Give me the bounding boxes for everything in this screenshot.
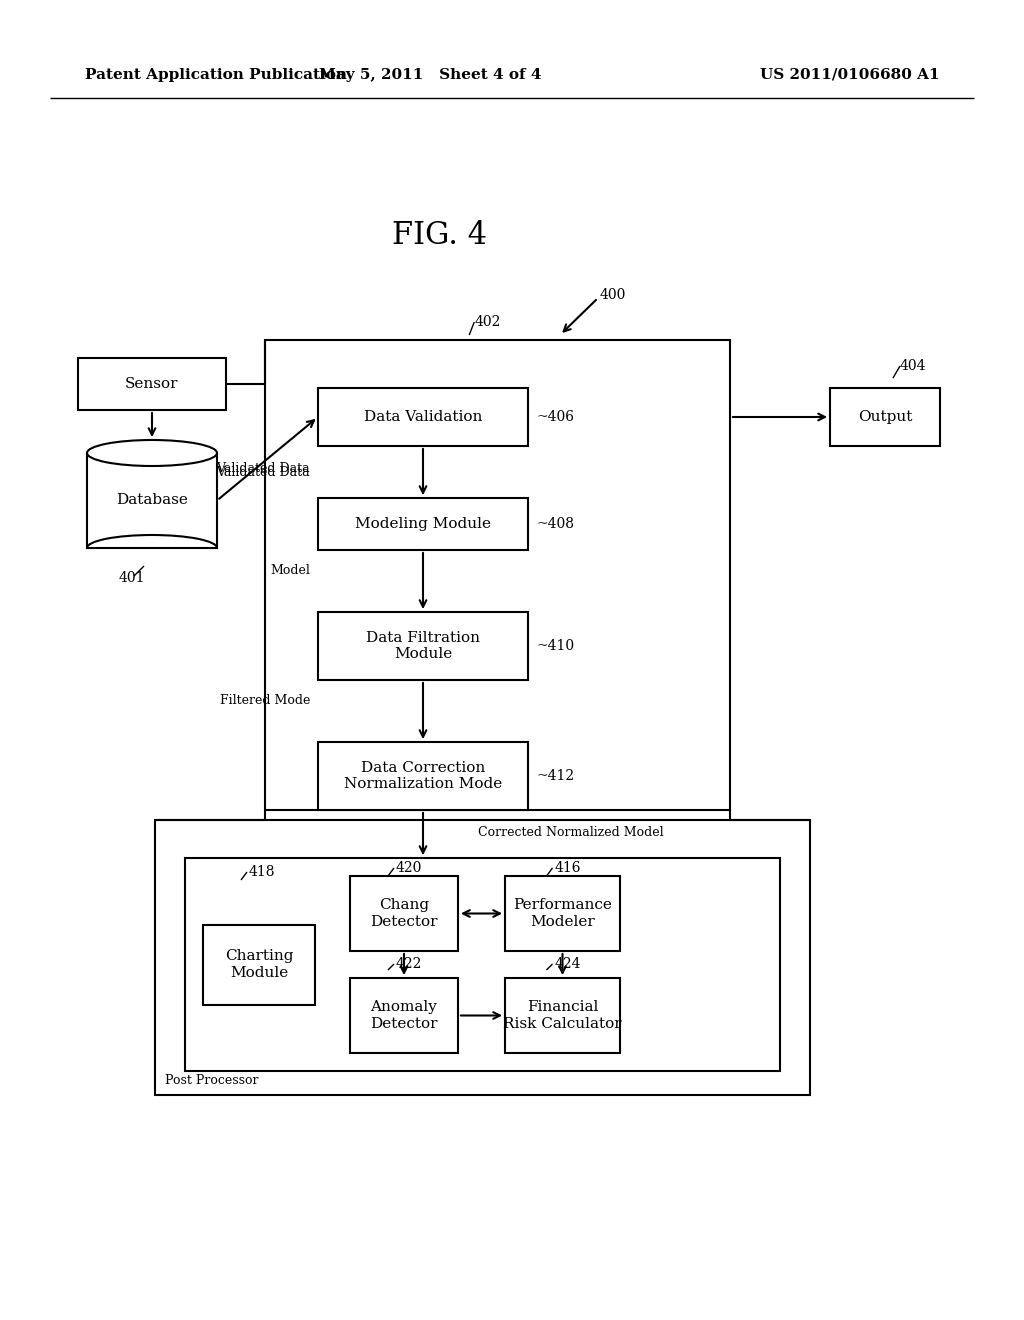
Bar bbox=[318, 742, 528, 810]
Text: Model: Model bbox=[270, 564, 310, 577]
Bar bbox=[350, 876, 458, 950]
Text: Sensor: Sensor bbox=[125, 378, 179, 391]
Text: Data Correction
Normalization Mode: Data Correction Normalization Mode bbox=[344, 760, 502, 791]
Text: 404: 404 bbox=[900, 359, 927, 374]
Bar bbox=[155, 820, 810, 1096]
Text: Financial
Risk Calculator: Financial Risk Calculator bbox=[503, 1001, 622, 1031]
Bar bbox=[505, 978, 620, 1053]
Text: 416: 416 bbox=[555, 861, 581, 875]
Bar bbox=[318, 612, 528, 680]
Text: Database: Database bbox=[116, 494, 188, 507]
Text: Output: Output bbox=[858, 411, 912, 424]
Text: ~410: ~410 bbox=[536, 639, 574, 653]
Bar bbox=[350, 978, 458, 1053]
Text: Data Filtration
Module: Data Filtration Module bbox=[366, 631, 480, 661]
Text: Validated Data: Validated Data bbox=[216, 462, 310, 474]
Text: 420: 420 bbox=[396, 861, 422, 875]
Text: Performance
Modeler: Performance Modeler bbox=[513, 899, 612, 928]
Text: 418: 418 bbox=[249, 865, 275, 879]
Text: Anomaly
Detector: Anomaly Detector bbox=[371, 1001, 437, 1031]
Text: Modeling Module: Modeling Module bbox=[355, 517, 490, 531]
Text: Filtered Mode: Filtered Mode bbox=[219, 693, 310, 706]
Text: ~406: ~406 bbox=[536, 411, 574, 424]
Bar bbox=[78, 358, 226, 411]
Bar bbox=[185, 858, 780, 1071]
Bar bbox=[265, 341, 730, 810]
Bar bbox=[505, 876, 620, 950]
Bar bbox=[87, 453, 217, 548]
Text: ~408: ~408 bbox=[536, 517, 574, 531]
Text: Validated Data: Validated Data bbox=[216, 466, 310, 479]
Text: Post Processor: Post Processor bbox=[165, 1074, 258, 1088]
Ellipse shape bbox=[87, 440, 217, 466]
Text: ~412: ~412 bbox=[536, 770, 574, 783]
Text: May 5, 2011   Sheet 4 of 4: May 5, 2011 Sheet 4 of 4 bbox=[318, 69, 542, 82]
Text: Charting
Module: Charting Module bbox=[224, 949, 293, 979]
Text: US 2011/0106680 A1: US 2011/0106680 A1 bbox=[761, 69, 940, 82]
Bar bbox=[318, 498, 528, 550]
Text: Chang
Detector: Chang Detector bbox=[371, 899, 437, 928]
Text: Patent Application Publication: Patent Application Publication bbox=[85, 69, 347, 82]
Text: FIG. 4: FIG. 4 bbox=[392, 220, 487, 251]
Bar bbox=[830, 388, 940, 446]
Text: 422: 422 bbox=[396, 957, 422, 972]
Text: 400: 400 bbox=[600, 288, 627, 302]
Bar bbox=[203, 924, 315, 1005]
Text: Corrected Normalized Model: Corrected Normalized Model bbox=[478, 825, 664, 838]
Text: Data Validation: Data Validation bbox=[364, 411, 482, 424]
Text: 402: 402 bbox=[474, 315, 501, 329]
Text: 401: 401 bbox=[119, 572, 145, 585]
Bar bbox=[318, 388, 528, 446]
Text: 424: 424 bbox=[555, 957, 581, 972]
